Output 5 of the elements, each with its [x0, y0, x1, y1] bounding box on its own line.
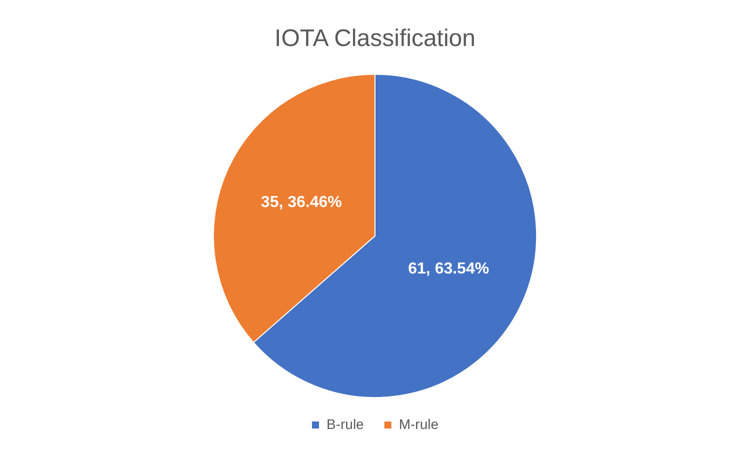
legend-label: M-rule: [398, 416, 439, 432]
chart-title: IOTA Classification: [274, 25, 476, 52]
data-label: 35, 36.46%: [260, 194, 342, 211]
data-label: 61, 63.54%: [408, 260, 490, 278]
legend-label: B-rule: [326, 416, 364, 432]
